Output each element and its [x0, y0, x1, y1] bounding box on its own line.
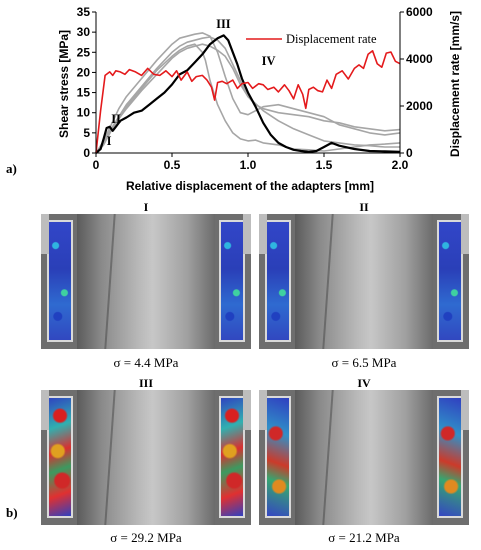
- series-line-4: [95, 43, 401, 154]
- series-line-2: [95, 32, 401, 154]
- panel-caption-iv: σ = 21.2 MPa: [328, 530, 400, 545]
- chart-series: [95, 32, 401, 154]
- series-line-3: [95, 36, 401, 154]
- series-line-5: [95, 43, 400, 154]
- y-axis-label-left: Shear stress [MPa]: [57, 30, 71, 138]
- x-axis-label: Relative displacement of the adapters [m…: [126, 179, 374, 193]
- annotation-1: II: [111, 112, 121, 126]
- y-left-tick-label: 15: [77, 86, 91, 100]
- y-left-tick-label: 0: [83, 146, 90, 160]
- dic-image-iii: [41, 390, 251, 525]
- chart-legend: Displacement rate: [246, 32, 377, 46]
- panel-caption-ii: σ = 6.5 MPa: [331, 355, 397, 370]
- annotation-0: I: [107, 134, 112, 148]
- panel-title-ii: II: [359, 200, 369, 214]
- panel-label-a: a): [6, 161, 17, 176]
- y-left-tick-label: 35: [77, 5, 91, 19]
- y-left-tick-label: 25: [77, 45, 91, 59]
- y-right-tick-label: 0: [406, 146, 413, 160]
- x-tick-label: 1.5: [316, 158, 333, 172]
- panel-title-i: I: [143, 200, 149, 214]
- y-left-tick-label: 10: [77, 106, 91, 120]
- y-right-tick-label: 4000: [406, 52, 433, 66]
- annotation-3: IV: [262, 54, 276, 68]
- dic-image-iv: [259, 390, 469, 525]
- y-left-tick-label: 30: [77, 25, 91, 39]
- series-line-0: [95, 49, 401, 154]
- y-right-tick-label: 6000: [406, 5, 433, 19]
- x-tick-label: 0: [93, 158, 100, 172]
- series-line-1: [95, 34, 401, 154]
- x-tick-label: 2.0: [392, 158, 409, 172]
- x-tick-label: 0.5: [164, 158, 181, 172]
- annotation-2: III: [216, 17, 231, 31]
- stress-displacement-chart: 0 5 10 15 20 25 30 35 0 2000 4000 6000 0 0.5 1.0 1.5 2.0…: [57, 5, 462, 193]
- y-left-tick-label: 20: [77, 65, 91, 79]
- dic-image-ii: [259, 214, 469, 349]
- dic-image-i: [41, 214, 251, 349]
- x-tick-label: 1.0: [240, 158, 257, 172]
- legend-label: Displacement rate: [286, 32, 377, 46]
- chart-ticks: 0 5 10 15 20 25 30 35 0 2000 4000 6000 0 0.5 1.0 1.5 2.0: [77, 5, 433, 172]
- panel-caption-iii: σ = 29.2 MPa: [110, 530, 182, 545]
- panel-title-iv: IV: [357, 376, 371, 390]
- y-left-tick-label: 5: [83, 126, 90, 140]
- y-axis-label-right: Displacement rate [mm/s]: [448, 11, 462, 157]
- panel-title-iii: III: [138, 376, 153, 390]
- panel-label-b: b): [6, 505, 18, 520]
- panel-caption-i: σ = 4.4 MPa: [113, 355, 179, 370]
- y-right-tick-label: 2000: [406, 99, 433, 113]
